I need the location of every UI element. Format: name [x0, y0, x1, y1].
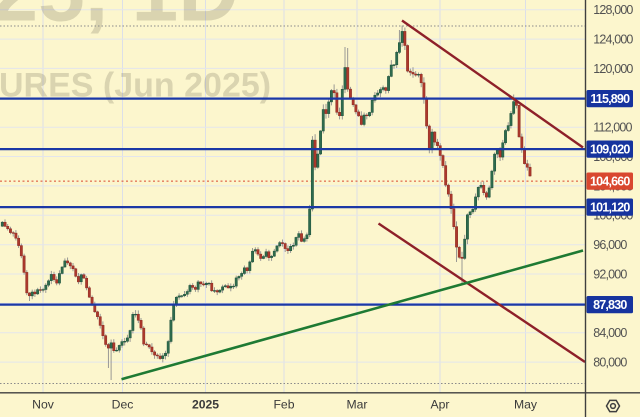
svg-text:2025, 1D: 2025, 1D [0, 0, 239, 39]
svg-text:87,830: 87,830 [593, 298, 627, 312]
svg-text:84,000: 84,000 [593, 326, 627, 340]
svg-text:128,000: 128,000 [593, 3, 633, 17]
svg-text:101,120: 101,120 [590, 201, 630, 215]
svg-text:120,000: 120,000 [593, 62, 633, 76]
svg-text:112,000: 112,000 [593, 121, 632, 135]
svg-text:124,000: 124,000 [593, 33, 633, 47]
svg-text:115,890: 115,890 [590, 92, 630, 106]
svg-text:96,000: 96,000 [593, 238, 627, 252]
svg-text:109,020: 109,020 [590, 143, 630, 157]
svg-text:Apr: Apr [431, 398, 450, 412]
svg-text:Dec: Dec [112, 398, 134, 412]
svg-text:Nov: Nov [32, 398, 55, 412]
svg-text:2025: 2025 [192, 398, 219, 412]
svg-text:Feb: Feb [273, 398, 294, 412]
svg-text:104,660: 104,660 [590, 175, 630, 189]
svg-text:May: May [514, 398, 538, 412]
svg-text:Mar: Mar [347, 398, 368, 412]
svg-text:92,000: 92,000 [593, 267, 627, 281]
svg-text:80,000: 80,000 [593, 356, 627, 370]
